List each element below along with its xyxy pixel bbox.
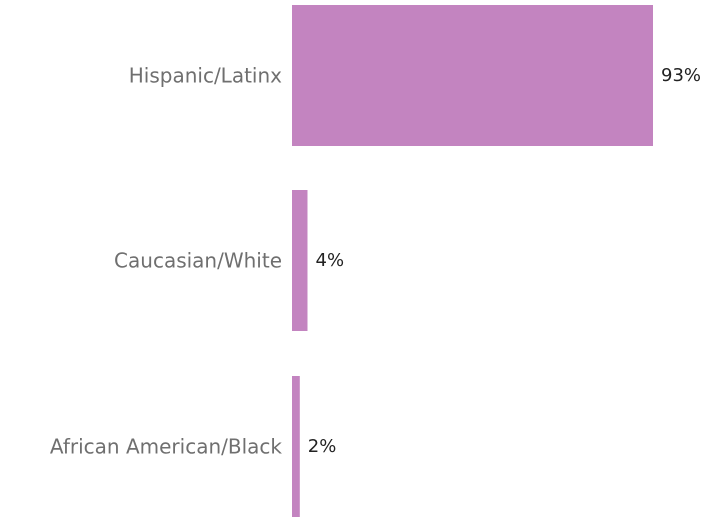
bar-0[interactable] (292, 5, 653, 146)
bar-1[interactable] (292, 190, 308, 331)
plot-area: Hispanic/Latinx 93% Caucasian/White 4% Afric… (50, 5, 701, 517)
category-label-0: Hispanic/Latinx (129, 64, 282, 88)
bar-2[interactable] (292, 376, 300, 517)
category-label-2: African American/Black (50, 435, 283, 459)
value-label-2: 2% (308, 436, 337, 457)
value-label-0: 93% (661, 65, 701, 86)
category-label-1: Caucasian/White (114, 249, 282, 273)
value-label-1: 4% (316, 250, 345, 271)
